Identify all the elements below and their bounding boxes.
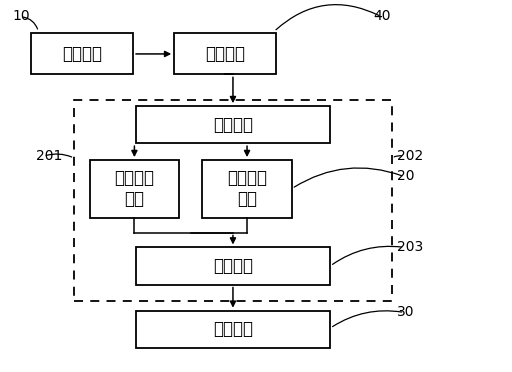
Text: 10: 10: [13, 9, 30, 23]
Bar: [174, 33, 276, 74]
Text: 201: 201: [36, 149, 62, 163]
Bar: [31, 33, 133, 74]
Text: 滑动检测
单元: 滑动检测 单元: [227, 169, 267, 208]
Text: 控制单元: 控制单元: [213, 257, 253, 275]
Text: 30: 30: [397, 305, 414, 319]
Text: 检测模块: 检测模块: [213, 116, 253, 134]
Text: 温度检测
单元: 温度检测 单元: [114, 169, 155, 208]
Text: 设置模块: 设置模块: [205, 45, 245, 63]
Text: 识别模块: 识别模块: [213, 320, 253, 338]
Bar: [136, 247, 330, 285]
Text: 开启模块: 开启模块: [62, 45, 102, 63]
Bar: [136, 311, 330, 348]
Text: 20: 20: [397, 169, 414, 183]
Bar: [136, 106, 330, 143]
Bar: [90, 160, 179, 218]
Text: 203: 203: [397, 240, 423, 254]
Text: 202: 202: [397, 149, 423, 163]
Bar: [74, 100, 392, 301]
Bar: [202, 160, 292, 218]
Text: 40: 40: [374, 9, 391, 23]
